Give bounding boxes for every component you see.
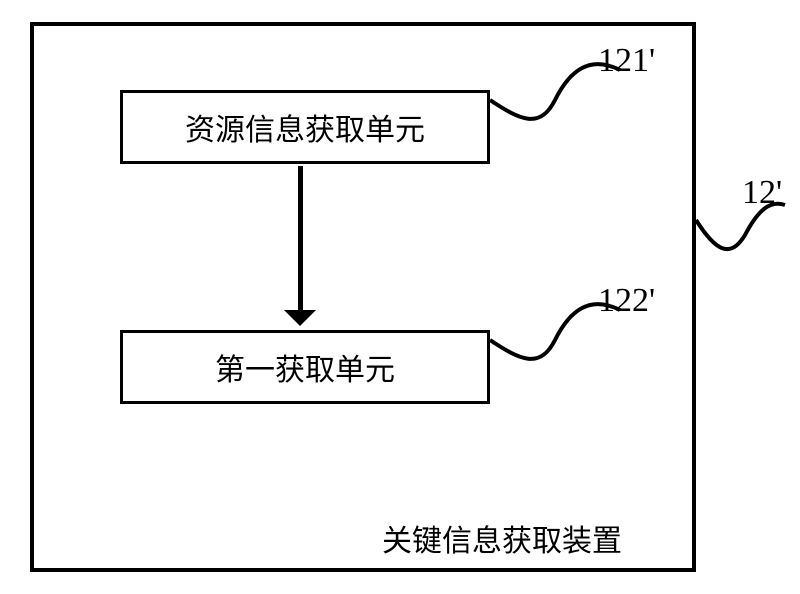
edge-arrow-line (298, 166, 303, 310)
device-container-label: 关键信息获取装置 (382, 516, 622, 560)
node-resource-info-unit: 资源信息获取单元 (120, 90, 490, 164)
device-container-ref: 12' (742, 174, 782, 212)
node-resource-info-unit-label: 资源信息获取单元 (185, 105, 425, 149)
node-first-acquire-unit-label: 第一获取单元 (215, 345, 395, 389)
edge-arrow-head-icon (284, 310, 316, 326)
node-resource-info-unit-ref: 121' (598, 42, 655, 80)
node-first-acquire-unit-ref: 122' (598, 282, 655, 320)
node-first-acquire-unit: 第一获取单元 (120, 330, 490, 404)
